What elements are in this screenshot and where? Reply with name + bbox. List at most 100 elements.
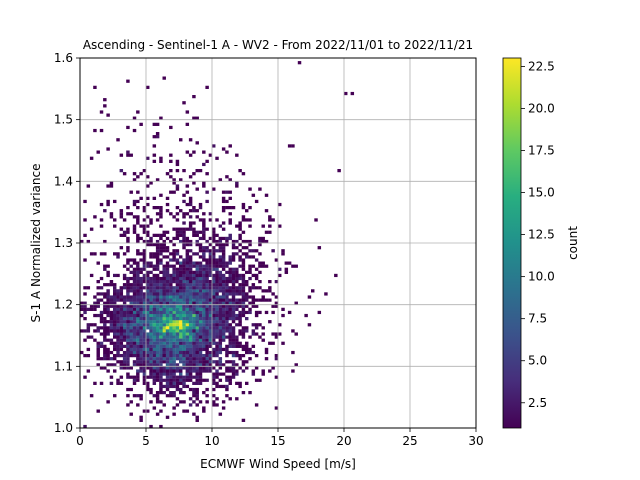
heatmap-bin [208, 212, 213, 216]
heatmap-bin [136, 280, 140, 284]
heatmap-bin [225, 335, 229, 339]
heatmap-bin [99, 320, 104, 324]
heatmap-bin [155, 369, 160, 373]
heatmap-bin [268, 289, 272, 293]
colorbar-tick-label: 5.0 [528, 354, 547, 368]
heatmap-bin [228, 397, 232, 401]
heatmap-bin [198, 236, 203, 241]
heatmap-bin [254, 273, 259, 278]
heatmap-bin [182, 344, 186, 348]
heatmap-bin [109, 298, 114, 302]
heatmap-bin [179, 289, 183, 293]
y-tick-label: 1.0 [54, 421, 73, 435]
heatmap-bin [268, 341, 272, 345]
heatmap-bin [106, 357, 110, 361]
heatmap-bin [225, 323, 229, 327]
heatmap-bin [218, 307, 223, 311]
heatmap-bin [126, 350, 130, 355]
heatmap-bin [202, 363, 206, 367]
heatmap-bin [182, 313, 186, 318]
heatmap-bin [155, 304, 160, 308]
heatmap-bin [248, 391, 252, 395]
heatmap-bin [165, 378, 170, 382]
heatmap-bin [218, 412, 223, 416]
heatmap-bin [221, 209, 226, 213]
heatmap-bin [155, 258, 160, 262]
heatmap-bin [182, 295, 186, 299]
heatmap-bin [241, 391, 246, 395]
heatmap-bin [268, 320, 272, 324]
heatmap-bin [212, 381, 216, 385]
heatmap-bin [185, 366, 190, 370]
heatmap-bin [149, 276, 153, 281]
heatmap-bin [126, 289, 130, 293]
heatmap-bin [198, 246, 203, 250]
heatmap-bin [106, 307, 110, 311]
heatmap-bin [238, 264, 242, 268]
heatmap-bin [218, 224, 223, 228]
heatmap-bin [159, 243, 163, 247]
heatmap-bin [188, 249, 193, 253]
heatmap-bin [179, 335, 183, 339]
heatmap-bin [175, 169, 180, 173]
heatmap-bin [149, 329, 153, 333]
heatmap-bin [132, 224, 137, 228]
heatmap-bin [169, 310, 173, 315]
heatmap-bin [146, 387, 150, 392]
heatmap-bin [136, 354, 140, 358]
heatmap-bin [212, 375, 216, 379]
heatmap-bin [159, 301, 163, 305]
heatmap-bin [169, 295, 173, 299]
heatmap-bin [254, 332, 259, 336]
heatmap-bin [337, 169, 341, 173]
heatmap-bin [142, 298, 147, 302]
heatmap-bin [122, 273, 127, 278]
heatmap-bin [165, 357, 170, 361]
heatmap-bin [264, 347, 269, 352]
heatmap-bin [192, 95, 196, 99]
heatmap-bin [93, 128, 97, 133]
heatmap-bin [271, 292, 275, 296]
heatmap-bin [169, 366, 173, 370]
heatmap-bin [113, 301, 117, 305]
heatmap-bin [152, 363, 157, 367]
heatmap-bin [146, 298, 150, 302]
heatmap-bin [172, 335, 176, 339]
heatmap-bin [96, 409, 100, 413]
heatmap-bin [106, 326, 110, 330]
heatmap-bin [231, 243, 236, 247]
heatmap-bin [162, 246, 166, 250]
heatmap-bin [212, 317, 216, 321]
heatmap-bin [245, 360, 249, 364]
heatmap-bin [241, 286, 246, 290]
y-tick-label: 1.5 [54, 113, 73, 127]
heatmap-bin [231, 350, 236, 355]
heatmap-bin [132, 292, 137, 296]
heatmap-bin [149, 375, 153, 379]
heatmap-bin [215, 304, 219, 308]
heatmap-bin [113, 313, 117, 318]
heatmap-bin [218, 347, 223, 352]
heatmap-bin [235, 313, 239, 318]
heatmap-bin [212, 307, 216, 311]
heatmap-bin [218, 264, 223, 268]
heatmap-bin [175, 326, 180, 330]
heatmap-bin [248, 267, 252, 271]
heatmap-bin [182, 310, 186, 315]
heatmap-bin [218, 360, 223, 364]
heatmap-bin [132, 329, 137, 333]
heatmap-bin [165, 354, 170, 358]
heatmap-bin [162, 354, 166, 358]
heatmap-bin [208, 301, 213, 305]
heatmap-bin [119, 169, 124, 173]
heatmap-bin [99, 317, 104, 321]
heatmap-bin [139, 307, 143, 311]
heatmap-bin [119, 360, 124, 364]
heatmap-bin [136, 335, 140, 339]
heatmap-bin [238, 384, 242, 389]
heatmap-bin [208, 289, 213, 293]
heatmap-bin [185, 289, 190, 293]
heatmap-bin [258, 264, 262, 268]
heatmap-bin [185, 357, 190, 361]
heatmap-bin [195, 295, 199, 299]
